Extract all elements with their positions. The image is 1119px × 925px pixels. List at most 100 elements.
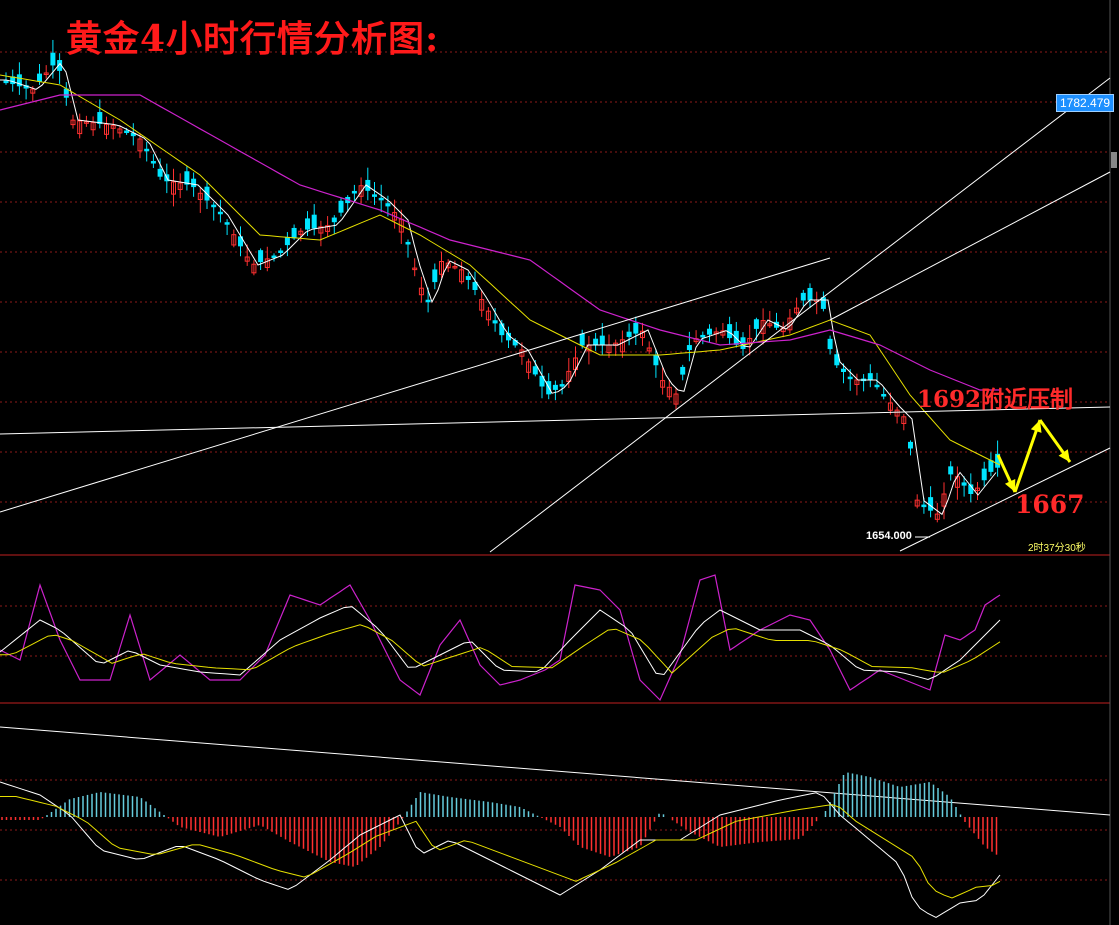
candle-body	[392, 212, 398, 221]
ma-fast-line	[0, 62, 997, 516]
candle-body	[532, 366, 538, 375]
candle-body	[485, 310, 491, 321]
candle-body	[217, 211, 223, 215]
candle-body	[975, 487, 980, 491]
candle-body	[686, 345, 692, 351]
candle-body	[238, 236, 243, 247]
candle-body	[124, 130, 130, 134]
resistance-annotation: 1692附近压制	[917, 386, 1074, 413]
candle-body	[97, 112, 103, 124]
candle-body	[171, 181, 176, 195]
candle-body	[552, 384, 558, 390]
candle-body	[539, 375, 545, 387]
candle-body	[633, 322, 639, 334]
arrow-head	[1058, 449, 1070, 462]
candle-body	[3, 80, 9, 84]
candle-body	[599, 335, 605, 346]
candle-body	[358, 185, 364, 197]
candle-body	[841, 368, 846, 373]
candle-body	[593, 338, 599, 346]
candle-body	[459, 269, 465, 283]
candle-body	[901, 416, 907, 424]
candle-body	[16, 74, 22, 87]
candle-body	[653, 354, 659, 366]
candle-body	[137, 138, 143, 152]
candle-body	[854, 379, 860, 385]
candle-body	[264, 258, 270, 268]
candle-body	[432, 269, 438, 283]
candle-body	[847, 376, 853, 380]
oscillator-k-line	[0, 606, 1001, 681]
candle-body	[305, 218, 310, 230]
candle-body	[988, 460, 994, 472]
candle-body	[660, 380, 666, 388]
candle-body	[834, 354, 840, 366]
candle-body	[63, 88, 69, 98]
candle-body	[619, 339, 625, 353]
candle-body	[258, 250, 264, 263]
candle-body	[566, 370, 572, 382]
candle-body	[827, 338, 833, 350]
trendline-upper-extension	[829, 171, 1111, 321]
candle-body	[331, 217, 337, 223]
candle-body	[867, 373, 873, 381]
candle-body	[110, 125, 116, 129]
candle-body	[10, 76, 16, 85]
candle-body	[887, 402, 893, 411]
candle-body	[680, 366, 686, 375]
candle-body	[941, 493, 947, 507]
candle-body	[720, 330, 726, 336]
arrow-head	[1030, 420, 1042, 433]
macd-dif-line	[0, 781, 1001, 918]
candle-body	[37, 73, 42, 82]
candle-body	[251, 263, 257, 274]
candle-body	[579, 333, 585, 346]
candle-body	[157, 168, 163, 177]
ma-slow-line	[0, 94, 1000, 391]
candle-body	[412, 267, 418, 271]
chart-title: 黄金4小时行情分析图:	[66, 18, 440, 60]
candle-body	[117, 128, 123, 134]
candle-body	[452, 265, 458, 269]
candle-body	[981, 468, 987, 481]
scroll-handle	[1111, 152, 1117, 168]
candle-body	[311, 214, 317, 229]
low-price-label: 1654.000	[866, 530, 912, 542]
candle-body	[197, 192, 203, 200]
bar-countdown: 2时37分30秒	[1028, 543, 1086, 554]
candle-body	[820, 297, 826, 309]
candle-body	[338, 200, 344, 213]
candle-body	[291, 227, 297, 239]
arrow-head	[1004, 479, 1016, 492]
candle-body	[479, 299, 485, 311]
candle-body	[385, 203, 391, 207]
projection-arrow	[1013, 419, 1042, 493]
candle-body	[626, 331, 632, 337]
candle-body	[271, 255, 277, 259]
candle-body	[559, 384, 565, 387]
candle-body	[83, 121, 89, 124]
current-price-label: 1782.479	[1056, 94, 1115, 112]
trendline-steep	[489, 77, 1111, 553]
candle-body	[727, 324, 733, 339]
candle-body	[90, 122, 96, 131]
candle-body	[874, 384, 880, 388]
candle-body	[934, 513, 940, 520]
candle-body	[298, 230, 304, 235]
candle-body	[104, 123, 109, 135]
candle-body	[465, 276, 471, 280]
candle-body	[492, 320, 498, 324]
support-line	[899, 447, 1111, 552]
candle-body	[707, 328, 712, 335]
candle-body	[372, 194, 377, 197]
candle-body	[70, 119, 76, 126]
candle-body	[914, 499, 920, 507]
oscillator-j-line	[0, 574, 1001, 702]
candle-body	[177, 182, 183, 190]
candle-body	[881, 394, 887, 397]
candle-body	[767, 323, 773, 327]
candle-body	[405, 241, 411, 245]
candle-body	[800, 292, 806, 301]
candle-body	[318, 226, 324, 234]
